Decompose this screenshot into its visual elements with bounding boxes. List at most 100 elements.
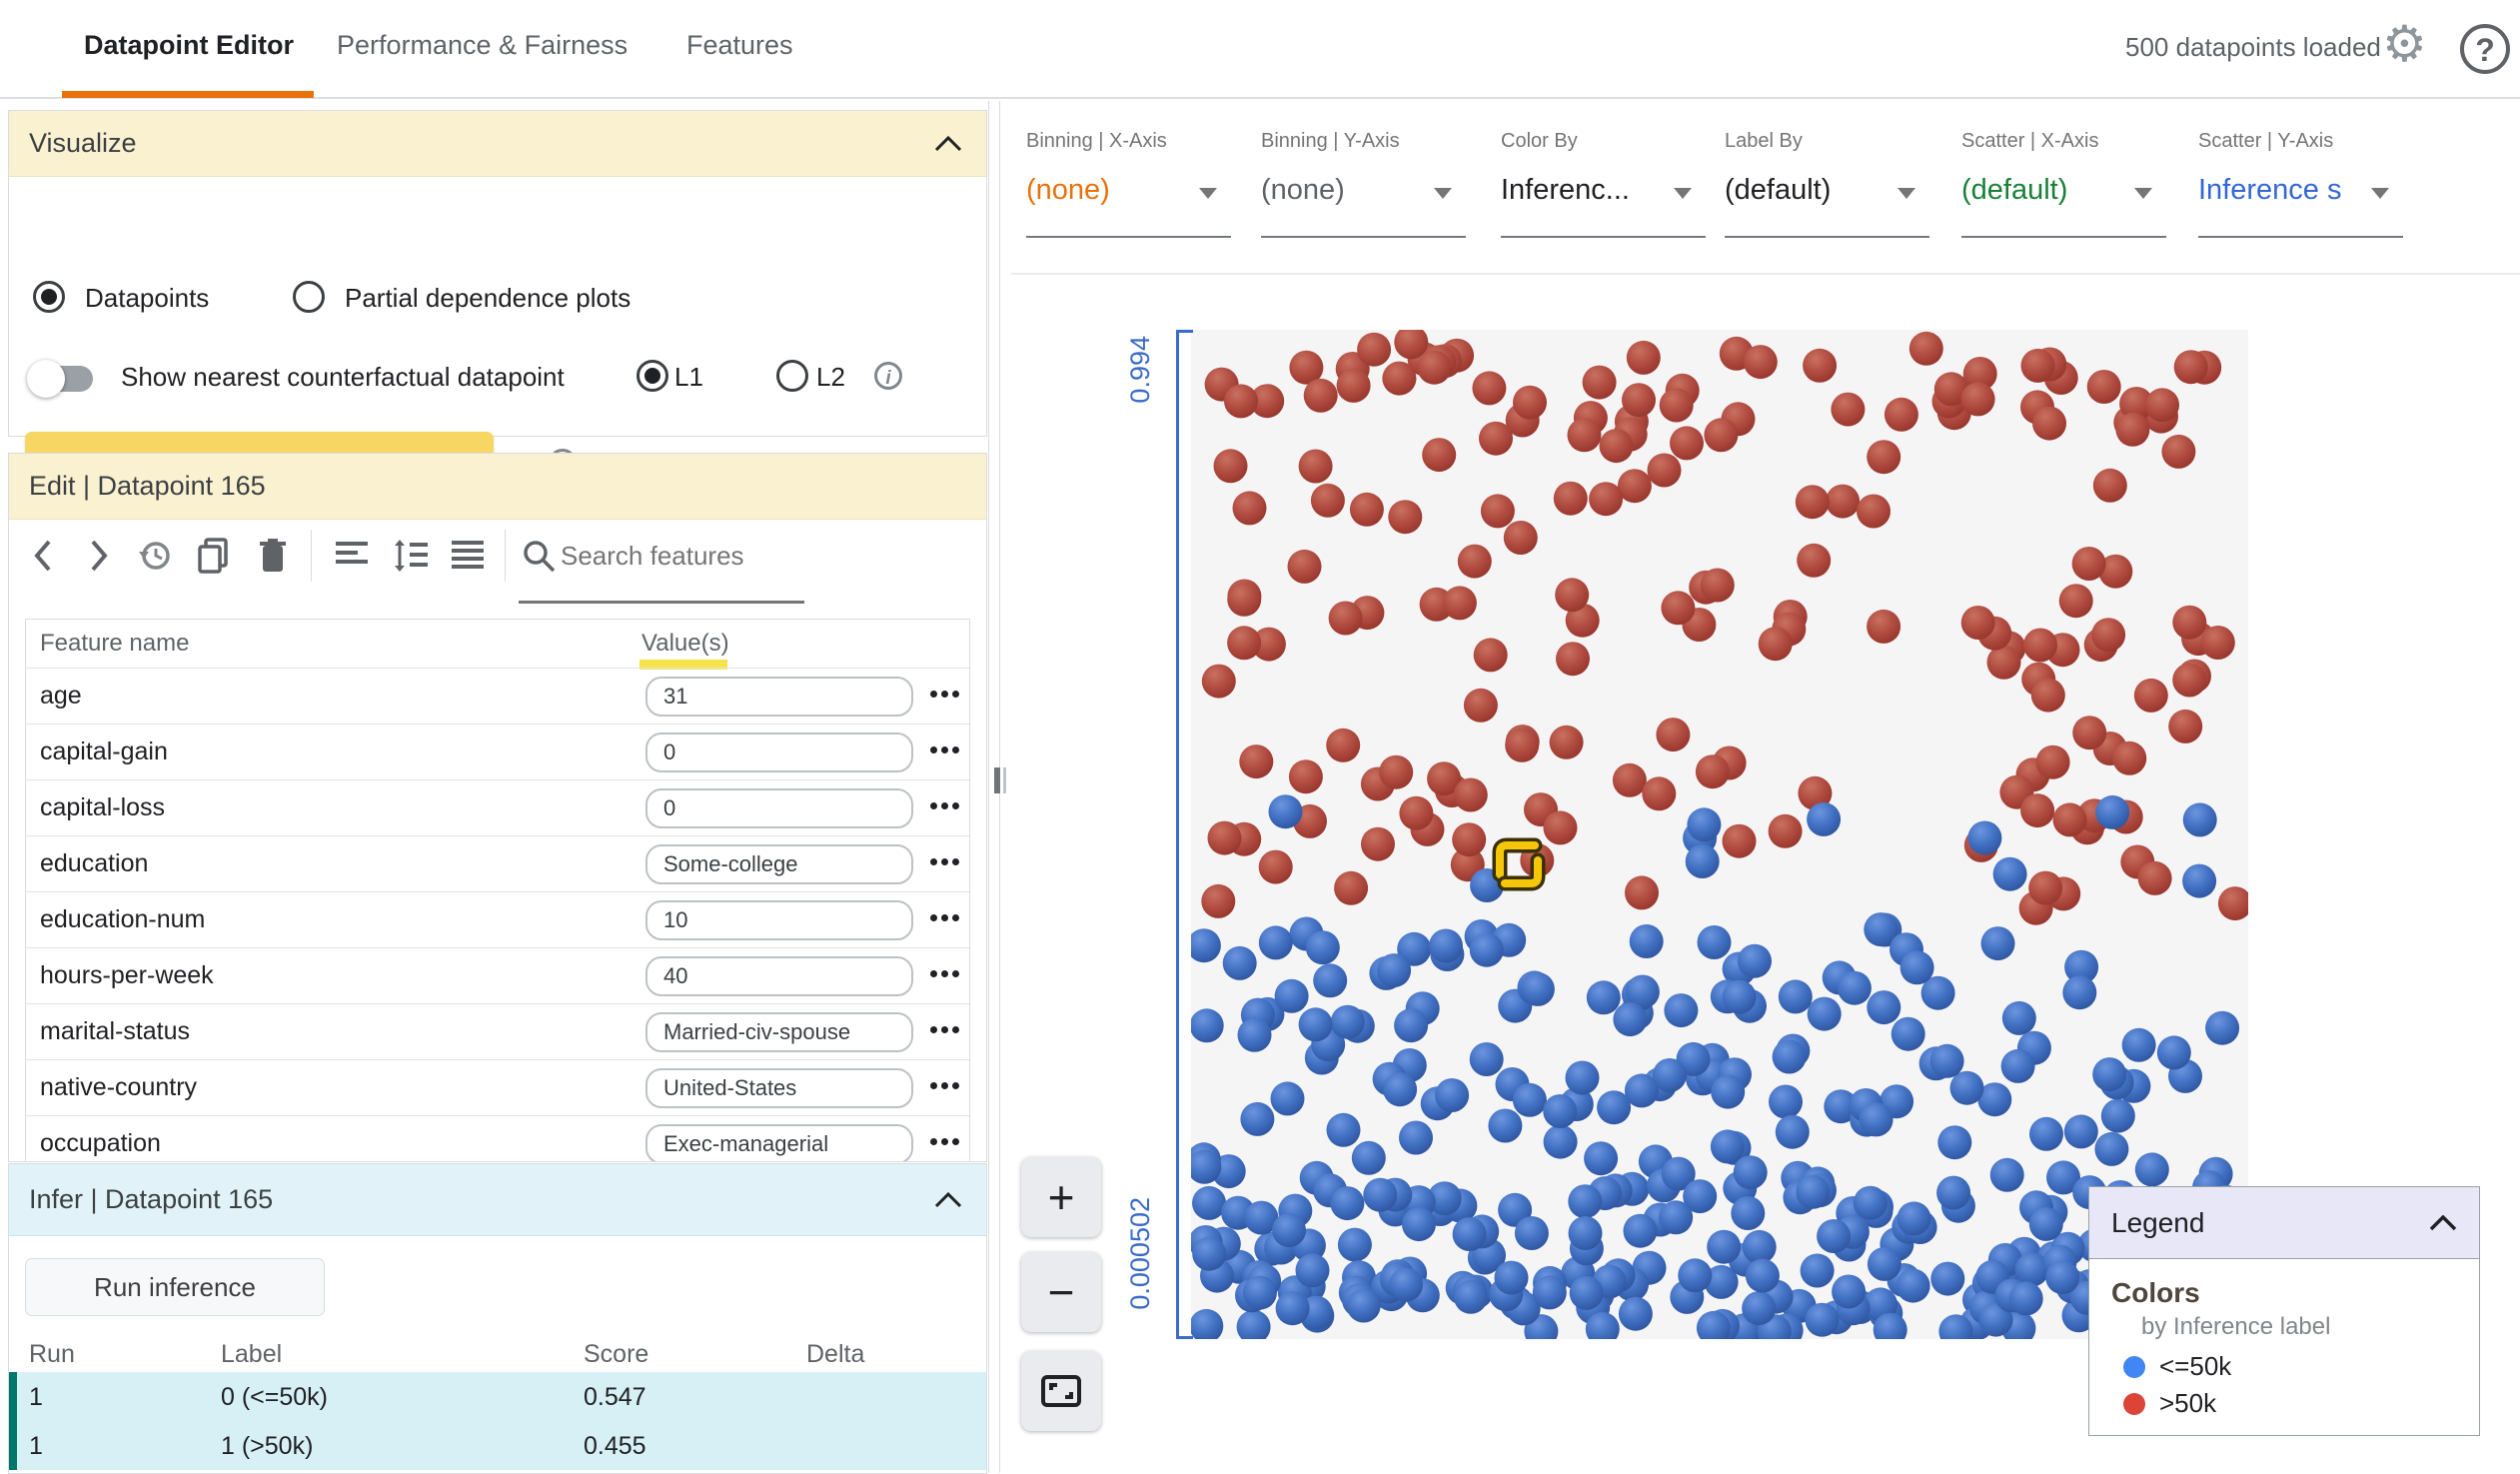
datapoint-red[interactable] — [1758, 627, 1793, 662]
datapoint-blue[interactable] — [2008, 1281, 2043, 1316]
datapoint-red[interactable] — [2071, 547, 2106, 581]
datapoint-red[interactable] — [1213, 449, 1248, 484]
feature-menu-icon[interactable] — [930, 691, 959, 698]
datapoint-blue[interactable] — [1568, 1184, 1603, 1219]
datapoint-red[interactable] — [1599, 429, 1634, 464]
datapoint-red[interactable] — [1642, 776, 1677, 811]
datapoint-blue[interactable] — [1275, 1291, 1310, 1326]
datapoint-blue[interactable] — [1989, 1157, 2024, 1192]
datapoint-red[interactable] — [1328, 601, 1363, 636]
datapoint-blue[interactable] — [1745, 1258, 1780, 1293]
datapoint-red[interactable] — [2058, 584, 2093, 619]
selected-datapoint-marker[interactable] — [1491, 836, 1547, 892]
datapoint-red[interactable] — [2098, 554, 2133, 589]
tab-performance-fairness[interactable]: Performance & Fairness — [337, 30, 629, 60]
datapoint-blue[interactable] — [2205, 1010, 2240, 1045]
feature-value-input[interactable]: 31 — [645, 677, 913, 717]
datapoint-blue[interactable] — [1992, 856, 2027, 891]
datapoint-red[interactable] — [1463, 688, 1498, 723]
datapoint-red[interactable] — [1656, 718, 1691, 752]
datapoint-red[interactable] — [1258, 849, 1293, 884]
datapoint-red[interactable] — [2217, 886, 2248, 921]
datapoint-blue[interactable] — [1796, 1174, 1831, 1209]
radio-partial-dependence[interactable] — [293, 281, 325, 313]
datapoint-red[interactable] — [2119, 387, 2154, 421]
datapoint-red[interactable] — [1503, 521, 1538, 555]
datapoint-blue[interactable] — [1240, 1101, 1275, 1136]
datapoint-red[interactable] — [1803, 348, 1838, 383]
chevron-up-icon[interactable] — [934, 1191, 962, 1208]
control-selected-value[interactable]: (default) — [1725, 174, 1832, 206]
datapoint-red[interactable] — [2168, 709, 2203, 743]
datapoint-red[interactable] — [1288, 759, 1323, 794]
datapoint-red[interactable] — [1472, 371, 1507, 406]
help-icon[interactable]: ? — [2460, 24, 2510, 74]
datapoint-red[interactable] — [1659, 388, 1694, 423]
feature-menu-icon[interactable] — [930, 970, 959, 977]
datapoint-red[interactable] — [2052, 802, 2087, 837]
infer-header[interactable]: Infer | Datapoint 165 — [9, 1164, 986, 1236]
datapoint-red[interactable] — [1743, 345, 1778, 380]
datapoint-blue[interactable] — [1949, 1070, 1984, 1105]
datapoint-blue[interactable] — [1394, 1008, 1429, 1043]
datapoint-blue[interactable] — [1191, 1008, 1224, 1043]
next-datapoint-icon[interactable] — [81, 538, 117, 574]
datapoint-blue[interactable] — [1977, 1082, 2012, 1117]
feature-menu-icon[interactable] — [930, 1138, 959, 1145]
datapoint-blue[interactable] — [1664, 993, 1699, 1028]
datapoint-red[interactable] — [1960, 382, 1995, 417]
feature-value-input[interactable]: United-States — [645, 1068, 913, 1108]
datapoint-red[interactable] — [1768, 813, 1803, 848]
datapoint-red[interactable] — [1797, 543, 1832, 578]
datapoint-red[interactable] — [1933, 372, 1968, 407]
datapoint-blue[interactable] — [2001, 1000, 2036, 1035]
legend-header[interactable]: Legend — [2089, 1187, 2479, 1259]
datapoint-red[interactable] — [1556, 642, 1590, 677]
datapoint-red[interactable] — [1513, 385, 1547, 420]
dropdown-arrow-icon[interactable] — [2134, 188, 2152, 199]
datapoint-red[interactable] — [1289, 350, 1324, 385]
datapoint-red[interactable] — [1647, 453, 1682, 488]
datapoint-blue[interactable] — [1936, 1175, 1971, 1210]
datapoint-red[interactable] — [1310, 483, 1345, 518]
datapoint-red[interactable] — [1399, 795, 1434, 830]
datapoint-blue[interactable] — [1980, 926, 2015, 961]
datapoint-red[interactable] — [1661, 591, 1696, 626]
datapoint-blue[interactable] — [1967, 820, 2002, 855]
datapoint-blue[interactable] — [2000, 1048, 2035, 1083]
feature-menu-icon[interactable] — [930, 1026, 959, 1033]
datapoint-red[interactable] — [1394, 330, 1429, 360]
datapoint-red[interactable] — [1457, 544, 1492, 579]
datapoint-red[interactable] — [1422, 438, 1457, 473]
datapoint-blue[interactable] — [1222, 945, 1257, 980]
datapoint-blue[interactable] — [1805, 1302, 1840, 1337]
datapoint-red[interactable] — [1986, 645, 2021, 680]
datapoint-red[interactable] — [1452, 822, 1487, 857]
datapoint-blue[interactable] — [1363, 1177, 1398, 1212]
datapoint-blue[interactable] — [1817, 1219, 1852, 1253]
reorder-icon[interactable] — [451, 538, 487, 574]
datapoint-blue[interactable] — [1696, 1310, 1731, 1339]
datapoint-blue[interactable] — [1236, 1309, 1271, 1339]
datapoint-red[interactable] — [1704, 418, 1739, 453]
tab-features[interactable]: Features — [686, 30, 793, 60]
datapoint-red[interactable] — [2092, 468, 2127, 503]
datapoint-red[interactable] — [1962, 357, 1997, 391]
datapoint-red[interactable] — [1227, 582, 1262, 617]
feature-menu-icon[interactable] — [930, 1082, 959, 1089]
datapoint-red[interactable] — [1543, 810, 1578, 845]
datapoint-blue[interactable] — [1305, 930, 1340, 965]
datapoint-red[interactable] — [1722, 823, 1757, 858]
datapoint-red[interactable] — [2030, 678, 2065, 713]
datapoint-red[interactable] — [1361, 826, 1395, 861]
datapoint-blue[interactable] — [2063, 1114, 2098, 1149]
datapoint-blue[interactable] — [1775, 1114, 1810, 1149]
datapoint-blue[interactable] — [1930, 1261, 1965, 1296]
datapoint-blue[interactable] — [2062, 975, 2097, 1010]
datapoint-red[interactable] — [1473, 638, 1508, 673]
datapoint-blue[interactable] — [1520, 971, 1555, 1006]
datapoint-blue[interactable] — [1494, 1260, 1529, 1295]
splitter-handle-icon[interactable] — [994, 767, 1010, 793]
datapoint-blue[interactable] — [1867, 990, 1901, 1025]
fit-to-screen-button[interactable] — [1021, 1351, 1101, 1431]
